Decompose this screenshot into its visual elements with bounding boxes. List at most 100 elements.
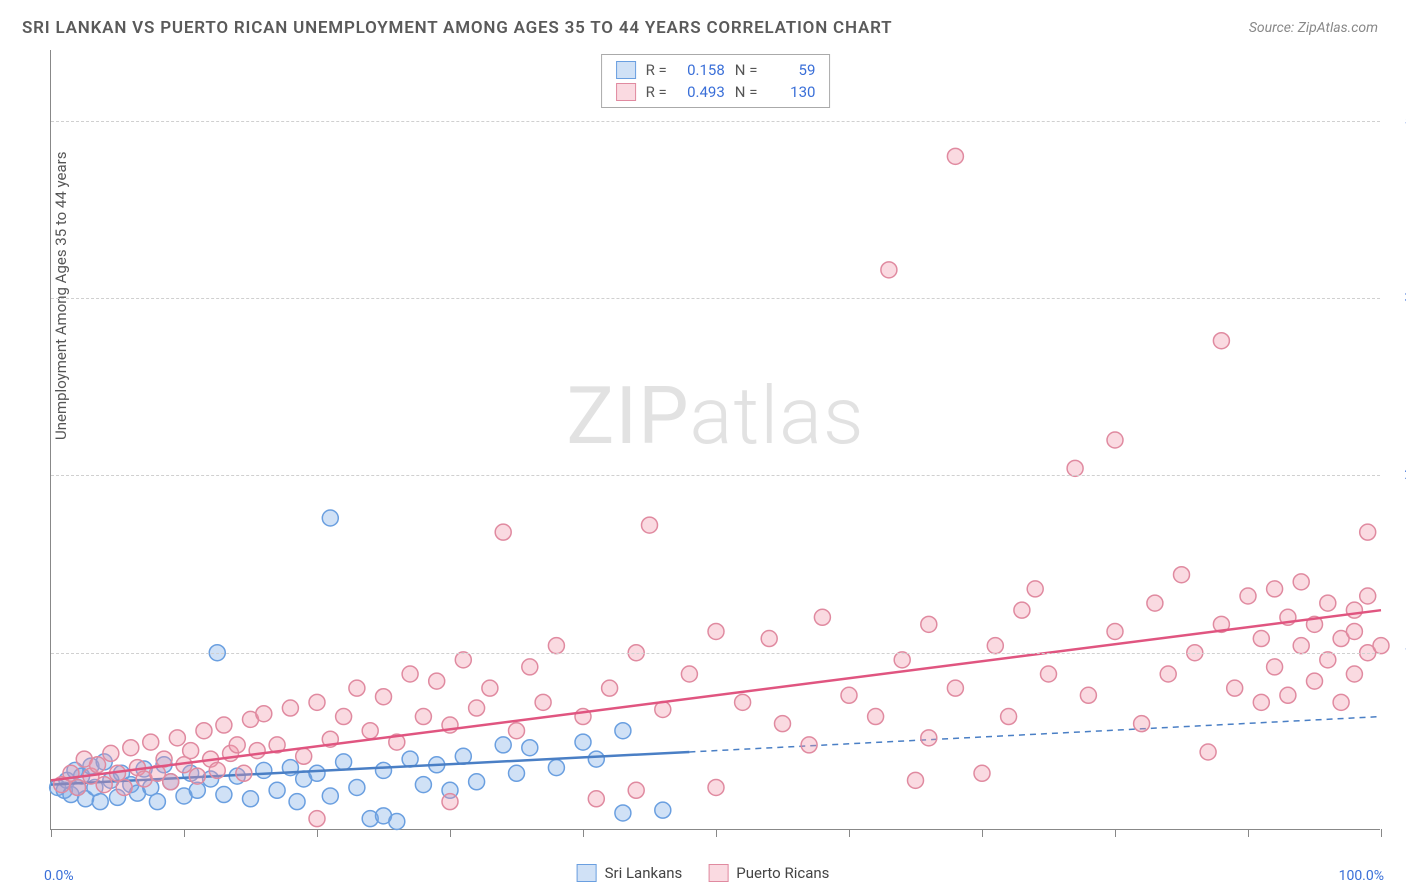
data-point xyxy=(149,794,165,810)
data-point xyxy=(1027,581,1043,597)
data-point xyxy=(615,805,631,821)
x-tick xyxy=(450,829,451,837)
data-point xyxy=(429,673,445,689)
data-point xyxy=(602,680,618,696)
data-point xyxy=(894,652,910,668)
data-point xyxy=(469,700,485,716)
data-point xyxy=(376,762,392,778)
data-point xyxy=(628,782,644,798)
data-point xyxy=(1346,623,1362,639)
data-point xyxy=(415,709,431,725)
data-point xyxy=(761,631,777,647)
data-point xyxy=(548,760,564,776)
x-tick xyxy=(583,829,584,837)
data-point xyxy=(216,717,232,733)
data-point xyxy=(655,802,671,818)
data-point xyxy=(309,694,325,710)
data-point xyxy=(116,779,132,795)
data-point xyxy=(522,740,538,756)
x-tick xyxy=(1248,829,1249,837)
data-point xyxy=(1253,694,1269,710)
grid-line xyxy=(51,653,1380,654)
data-point xyxy=(1107,623,1123,639)
data-point xyxy=(309,811,325,827)
data-point xyxy=(548,638,564,654)
plot-area: ZIPatlas R = 0.158 N = 59 R = 0.493 N = … xyxy=(50,50,1380,830)
legend-bottom-label-0: Sri Lankans xyxy=(605,864,683,882)
data-point xyxy=(282,700,298,716)
data-point xyxy=(1293,638,1309,654)
data-point xyxy=(921,730,937,746)
data-point xyxy=(216,787,232,803)
data-point xyxy=(522,659,538,675)
data-point xyxy=(1227,680,1243,696)
data-point xyxy=(455,652,471,668)
data-point xyxy=(908,772,924,788)
data-point xyxy=(681,666,697,682)
data-point xyxy=(1134,716,1150,732)
x-tick xyxy=(317,829,318,837)
data-point xyxy=(1293,574,1309,590)
data-point xyxy=(336,709,352,725)
x-tick xyxy=(1381,829,1382,837)
data-point xyxy=(868,709,884,725)
data-point xyxy=(143,734,159,750)
grid-line xyxy=(51,298,1380,299)
data-point xyxy=(1174,567,1190,583)
data-point xyxy=(1253,631,1269,647)
data-point xyxy=(236,765,252,781)
data-point xyxy=(1107,432,1123,448)
data-point xyxy=(801,737,817,753)
data-point xyxy=(349,680,365,696)
data-point xyxy=(1147,595,1163,611)
legend-bottom-swatch-1 xyxy=(708,864,728,882)
data-point xyxy=(442,794,458,810)
data-point xyxy=(535,694,551,710)
data-point xyxy=(735,694,751,710)
data-point xyxy=(376,689,392,705)
data-point xyxy=(169,730,185,746)
data-point xyxy=(123,740,139,756)
legend-bottom-label-1: Puerto Ricans xyxy=(736,864,829,882)
data-point xyxy=(588,751,604,767)
data-point xyxy=(509,723,525,739)
plot-svg xyxy=(51,50,1380,829)
data-point xyxy=(1373,638,1389,654)
data-point xyxy=(509,765,525,781)
data-point xyxy=(415,777,431,793)
data-point xyxy=(189,768,205,784)
data-point xyxy=(322,510,338,526)
data-point xyxy=(921,616,937,632)
x-axis-max-label: 100.0% xyxy=(1339,868,1384,884)
data-point xyxy=(947,680,963,696)
data-point xyxy=(1360,524,1376,540)
data-point xyxy=(1080,687,1096,703)
data-point xyxy=(322,788,338,804)
data-point xyxy=(974,765,990,781)
data-point xyxy=(1014,602,1030,618)
data-point xyxy=(1213,333,1229,349)
data-point xyxy=(1320,652,1336,668)
data-point xyxy=(183,743,199,759)
data-point xyxy=(1346,602,1362,618)
data-point xyxy=(289,794,305,810)
data-point xyxy=(841,687,857,703)
data-point xyxy=(209,762,225,778)
data-point xyxy=(1001,709,1017,725)
data-point xyxy=(469,774,485,790)
data-point xyxy=(1333,694,1349,710)
x-tick xyxy=(982,829,983,837)
chart-title: SRI LANKAN VS PUERTO RICAN UNEMPLOYMENT … xyxy=(22,18,892,38)
data-point xyxy=(495,737,511,753)
data-point xyxy=(256,762,272,778)
data-point xyxy=(1360,588,1376,604)
grid-line xyxy=(51,475,1380,476)
data-point xyxy=(309,765,325,781)
data-point xyxy=(947,148,963,164)
data-point xyxy=(1160,666,1176,682)
x-axis-min-label: 0.0% xyxy=(44,868,74,884)
data-point xyxy=(163,774,179,790)
data-point xyxy=(1067,460,1083,476)
legend-bottom: Sri Lankans Puerto Ricans xyxy=(577,864,830,882)
data-point xyxy=(296,748,312,764)
